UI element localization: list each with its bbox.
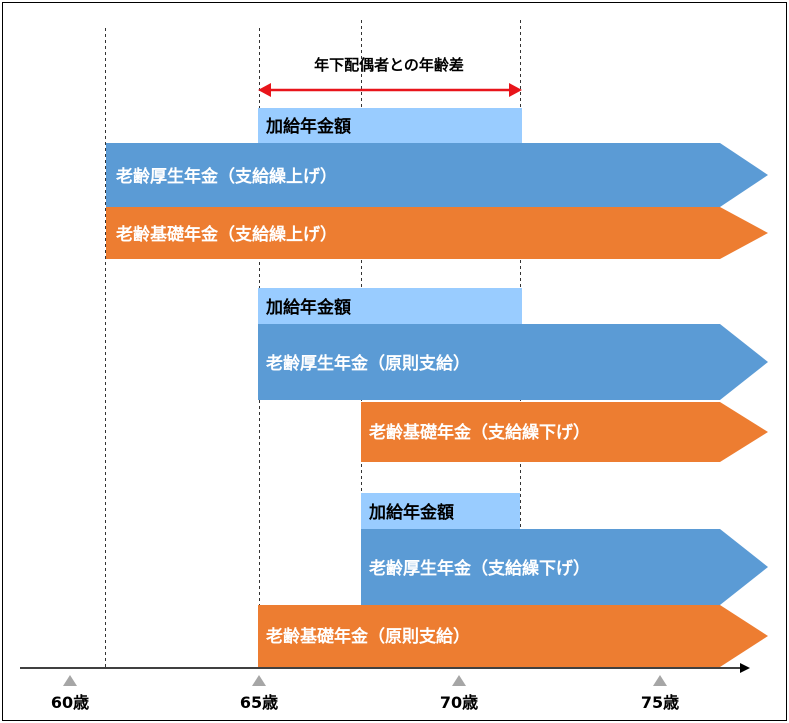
group-2: 加給年金額 老齢厚生年金（原則支給） 老齢基礎年金（支給繰下げ） <box>258 288 768 462</box>
kosei-label-1: 老齢厚生年金（支給繰上げ） <box>115 166 337 187</box>
age-axis <box>20 663 750 673</box>
tick-marker-75 <box>653 675 667 686</box>
kiso-arrow-2 <box>361 402 768 462</box>
tick-label-60: 60歳 <box>51 693 89 712</box>
kosei-arrow-3 <box>361 529 768 605</box>
tick-label-75: 75歳 <box>641 693 679 712</box>
group-1: 加給年金額 老齢厚生年金（支給繰上げ） 老齢基礎年金（支給繰上げ） <box>106 108 768 259</box>
age-gap-label: 年下配偶者との年齢差 <box>314 56 464 74</box>
kosei-label-3: 老齢厚生年金（支給繰下げ） <box>368 558 590 579</box>
age-tick-markers <box>63 675 667 686</box>
kyufu-bar-2 <box>258 288 522 324</box>
tick-marker-60 <box>63 675 77 686</box>
kosei-arrow-2 <box>258 324 768 400</box>
kosei-label-2: 老齢厚生年金（原則支給） <box>265 353 470 374</box>
kiso-arrow-3 <box>258 605 768 667</box>
age-tick-labels: 60歳 65歳 70歳 75歳 <box>51 693 679 712</box>
kyufu-bar-1 <box>258 108 522 143</box>
group-3: 加給年金額 老齢厚生年金（支給繰下げ） 老齢基礎年金（原則支給） <box>258 493 768 667</box>
tick-marker-70 <box>452 675 466 686</box>
kyufu-bar-3 <box>361 493 520 529</box>
kiso-label-3: 老齢基礎年金（原則支給） <box>265 626 470 647</box>
kyufu-label-1: 加給年金額 <box>265 116 351 137</box>
tick-marker-65 <box>252 675 266 686</box>
age-gap-arrow <box>258 83 522 97</box>
tick-label-65: 65歳 <box>240 693 278 712</box>
kyufu-label-3: 加給年金額 <box>368 502 454 523</box>
kiso-label-1: 老齢基礎年金（支給繰上げ） <box>115 224 337 245</box>
kiso-label-2: 老齢基礎年金（支給繰下げ） <box>368 422 590 443</box>
kosei-arrow-1 <box>106 143 768 207</box>
tick-label-70: 70歳 <box>440 693 478 712</box>
kiso-arrow-1 <box>106 207 768 259</box>
kyufu-label-2: 加給年金額 <box>265 297 351 318</box>
